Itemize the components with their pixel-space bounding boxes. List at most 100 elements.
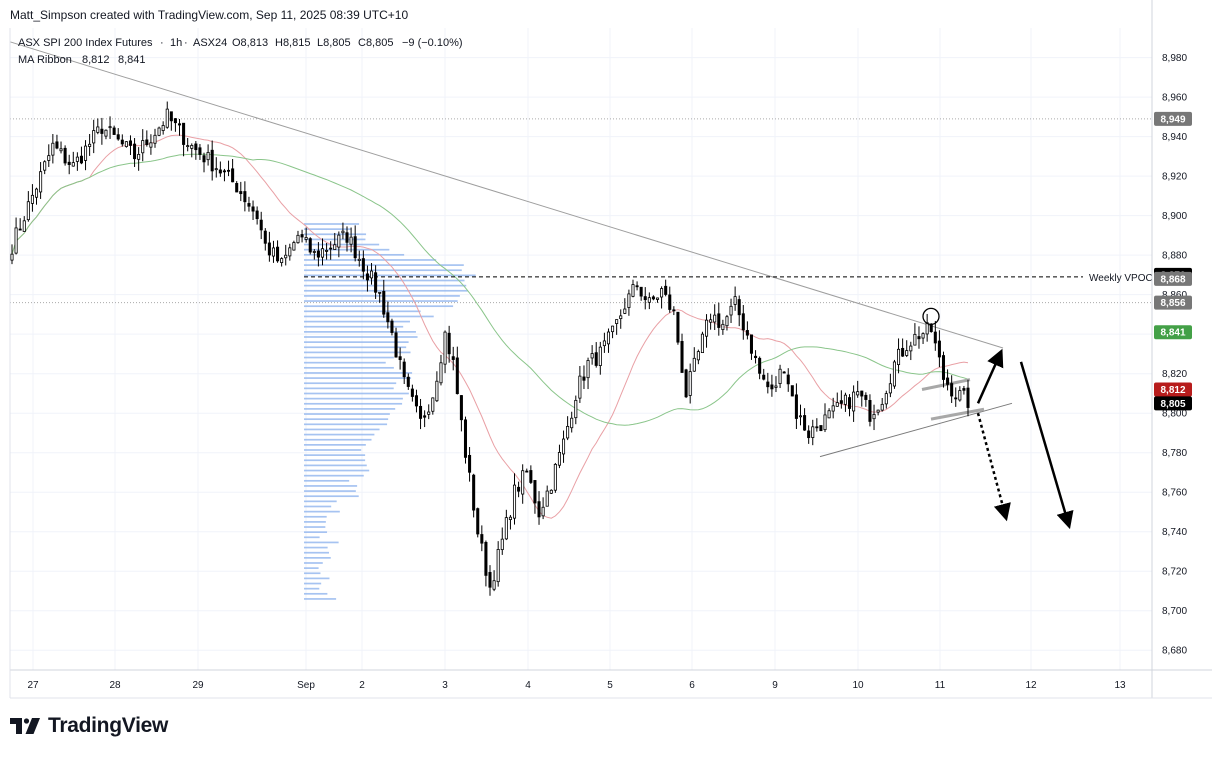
candle-body <box>529 470 533 483</box>
candle-body <box>545 490 549 507</box>
bearish-arrow <box>1019 361 1074 530</box>
candles <box>10 101 970 596</box>
candle-body <box>496 549 500 583</box>
candle-body <box>754 355 758 359</box>
candle-body <box>43 161 47 171</box>
legend-instrument: ASX SPI 200 Index Futures <box>18 37 153 49</box>
descending-trendline <box>9 41 1004 349</box>
candle-body <box>819 425 823 432</box>
candle-body <box>67 161 71 165</box>
volume-profile-bar <box>304 556 331 559</box>
volume-profile-bar <box>304 341 409 343</box>
candle-body <box>280 258 284 263</box>
candle-body <box>231 168 235 183</box>
candle-body <box>39 171 43 193</box>
candle-body <box>210 149 214 172</box>
candle-body <box>962 388 966 391</box>
ma-slow-line <box>11 153 969 426</box>
candle-body <box>476 508 480 535</box>
volume-profile-bar <box>304 331 416 333</box>
volume-profile-bar <box>304 423 388 426</box>
volume-profile-bar <box>304 577 330 580</box>
candle-body <box>680 341 684 373</box>
candle-body <box>198 147 202 155</box>
candle-body <box>803 415 807 431</box>
candle-body <box>435 380 439 402</box>
price-badge <box>1154 325 1192 340</box>
candle-body <box>468 454 472 473</box>
price-badge-label: 8,868 <box>1160 274 1185 285</box>
candle-body <box>59 148 63 152</box>
candle-body <box>304 237 308 240</box>
y-tick-label: 8,680 <box>1162 646 1187 657</box>
candle-body <box>137 153 141 160</box>
volume-profile-bar <box>304 454 366 456</box>
candle-body <box>165 108 169 128</box>
candle-body <box>26 201 30 221</box>
x-tick-label: Sep <box>297 680 315 691</box>
breakout-level-lower <box>930 407 985 421</box>
volume-profile-bar <box>304 223 360 225</box>
volume-profile-bar <box>304 479 350 482</box>
candle-body <box>856 391 860 396</box>
legend-ma-fast: 8,812 <box>82 54 110 66</box>
y-tick-label: 8,720 <box>1162 567 1187 578</box>
volume-profile-bar <box>304 541 339 544</box>
candle-body <box>267 242 271 256</box>
candle-body <box>100 128 104 134</box>
candle-body <box>410 388 414 397</box>
bearish-dotted-arrow <box>976 412 1011 522</box>
candle-body <box>713 314 717 323</box>
candle-body <box>255 210 259 220</box>
candle-body <box>586 360 590 379</box>
candle-body <box>884 393 888 405</box>
volume-profile-bar <box>304 259 437 261</box>
y-tick-label: 8,800 <box>1162 409 1187 420</box>
tradingview-logo-icon <box>10 718 40 734</box>
highlight-circle <box>922 307 940 326</box>
candle-body <box>627 293 631 308</box>
x-tick-label: 12 <box>1025 680 1037 691</box>
price-badge <box>1154 382 1192 397</box>
candle-body <box>419 405 423 419</box>
candle-body <box>239 191 243 195</box>
price-badge <box>1154 396 1192 411</box>
candle-body <box>92 130 96 144</box>
candle-body <box>909 345 913 352</box>
candle-body <box>966 387 970 408</box>
candle-body <box>631 284 635 297</box>
candle-body <box>194 143 198 151</box>
candle-body <box>647 297 651 303</box>
volume-profile-bar <box>304 336 418 338</box>
candle-body <box>782 371 786 374</box>
volume-profile-bar <box>304 243 380 246</box>
x-tick-label: 5 <box>607 680 613 691</box>
candle-body <box>182 122 186 145</box>
price-badge <box>1154 271 1192 286</box>
price-badge-label: 8,856 <box>1160 298 1185 309</box>
candle-body <box>929 323 933 333</box>
volume-profile-bar <box>304 587 320 590</box>
candle-body <box>676 311 680 343</box>
candle-body <box>651 296 655 300</box>
candle-body <box>51 142 55 156</box>
candle-body <box>941 355 946 380</box>
candle-body <box>398 356 402 361</box>
candle-body <box>774 385 778 388</box>
candle-body <box>798 415 803 418</box>
candle-body <box>439 362 443 384</box>
candle-body <box>374 272 378 293</box>
candle-body <box>14 227 18 254</box>
candle-body <box>316 250 320 258</box>
candle-body <box>541 506 545 517</box>
candle-body <box>243 191 247 203</box>
y-tick-label: 8,940 <box>1162 132 1187 143</box>
candle-body <box>124 141 128 147</box>
x-tick-label: 4 <box>525 680 531 691</box>
candle-body <box>745 330 749 336</box>
volume-profile-bar <box>304 526 326 528</box>
candle-body <box>623 308 627 314</box>
volume-profile-bar <box>304 598 337 600</box>
candle-body <box>71 162 75 167</box>
